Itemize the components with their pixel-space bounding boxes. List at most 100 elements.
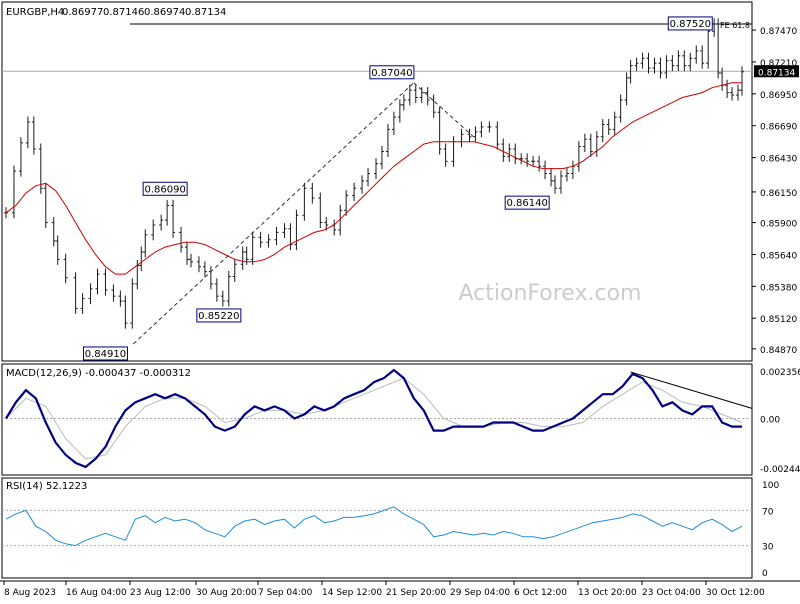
price-bar xyxy=(443,143,448,167)
macd-line xyxy=(5,368,742,469)
price-bar xyxy=(38,143,43,194)
price-bar xyxy=(495,121,500,150)
price-bar xyxy=(479,121,484,138)
rsi-line xyxy=(5,506,743,547)
price-bar xyxy=(594,131,599,157)
price-bar xyxy=(618,94,623,123)
price-bar xyxy=(73,272,78,314)
price-bar xyxy=(139,246,144,272)
price-bar xyxy=(379,145,384,170)
rsi-title: RSI(14) 52.1223 xyxy=(6,481,87,492)
trend-dashed-line xyxy=(132,82,415,345)
price-bar xyxy=(425,87,430,106)
price-bar xyxy=(318,192,323,229)
price-bar xyxy=(188,253,193,268)
price-bar xyxy=(553,175,558,194)
price-bar xyxy=(208,266,213,290)
time-tick-label: 30 Aug 20:00 xyxy=(196,588,257,598)
panel-frame xyxy=(1,477,753,579)
price-bar xyxy=(725,79,730,99)
price-bar xyxy=(570,160,575,180)
price-bar xyxy=(118,290,123,307)
price-bar xyxy=(588,133,593,157)
level-label: 0.84910 xyxy=(85,349,126,360)
price-tick-label: 0.87470 xyxy=(760,27,797,37)
level-label-box xyxy=(82,346,128,361)
price-bar xyxy=(407,84,412,106)
price-bar xyxy=(43,182,48,229)
level-label-box xyxy=(142,181,188,196)
price-bar xyxy=(473,126,478,143)
rsi-tick-label: 30 xyxy=(762,543,774,553)
price-bar xyxy=(606,118,611,135)
price-tick-label: 0.85120 xyxy=(760,315,797,325)
price-bar xyxy=(338,204,343,236)
price-bar xyxy=(716,18,721,79)
time-tick-label: 13 Oct 20:00 xyxy=(578,588,637,598)
price-bar xyxy=(179,226,184,253)
level-label: 0.86140 xyxy=(506,198,547,209)
price-tick-label: 0.87210 xyxy=(760,59,797,69)
price-bar xyxy=(88,283,93,305)
close-value: 0.87134 xyxy=(185,7,226,18)
price-bar xyxy=(682,50,687,72)
price-tick-label: 0.85380 xyxy=(760,283,797,293)
price-bar xyxy=(501,138,506,162)
open-value: 0.86977 xyxy=(62,7,103,18)
price-bar xyxy=(525,153,530,167)
level-label: 0.85220 xyxy=(198,311,239,322)
price-bar xyxy=(185,241,190,265)
price-bar xyxy=(519,153,524,165)
moving-average-line xyxy=(5,82,742,275)
price-bar xyxy=(413,84,418,104)
price-bar xyxy=(582,133,587,153)
price-bar xyxy=(600,118,605,143)
price-tick-label: 0.86690 xyxy=(760,123,797,133)
price-bar xyxy=(103,268,108,296)
price-bar xyxy=(730,87,735,101)
price-tick-label: 0.85640 xyxy=(760,251,797,261)
trend-dashed-line xyxy=(413,82,474,138)
price-bar xyxy=(537,155,542,172)
price-bar xyxy=(688,52,693,72)
rsi-tick-label: 70 xyxy=(762,507,774,517)
price-bar xyxy=(51,217,56,247)
price-tick-label: 0.84870 xyxy=(760,346,797,356)
price-bar xyxy=(670,55,675,72)
price-bar xyxy=(646,52,651,74)
price-tick-label: 0.85900 xyxy=(760,220,797,230)
price-bar xyxy=(564,168,569,182)
fibonacci-label: FE 61.8 xyxy=(720,21,750,30)
price-bar xyxy=(652,57,657,74)
price-bar xyxy=(25,116,30,149)
price-bar xyxy=(130,278,135,329)
level-label: 0.86090 xyxy=(144,184,185,195)
price-bar xyxy=(31,116,36,155)
price-bar xyxy=(55,235,60,265)
price-bar xyxy=(171,199,176,238)
price-tick-label: 0.86150 xyxy=(760,189,797,199)
price-bar xyxy=(459,128,464,148)
macd-title: MACD(12,26,9) -0.000437 -0.000312 xyxy=(6,368,191,379)
price-bar xyxy=(612,111,617,135)
price-bar xyxy=(624,72,629,106)
level-label-box xyxy=(369,65,415,80)
level-label-box xyxy=(196,308,242,323)
price-bar xyxy=(159,214,164,231)
price-bar xyxy=(437,106,442,155)
time-tick-label: 16 Aug 04:00 xyxy=(66,588,127,598)
price-bar xyxy=(332,219,337,236)
price-bar xyxy=(549,168,554,187)
price-tick-label: 0.86950 xyxy=(760,91,797,101)
macd-tick-label: 0.00 xyxy=(760,415,780,425)
current-price-label: 0.87134 xyxy=(758,68,795,78)
price-bar xyxy=(487,121,492,133)
price-bar xyxy=(240,246,245,270)
price-bar xyxy=(196,256,201,273)
price-bar xyxy=(151,219,156,241)
price-bar xyxy=(658,57,663,79)
price-bar xyxy=(634,57,639,72)
price-bar xyxy=(220,290,225,307)
price-bar xyxy=(143,229,148,258)
